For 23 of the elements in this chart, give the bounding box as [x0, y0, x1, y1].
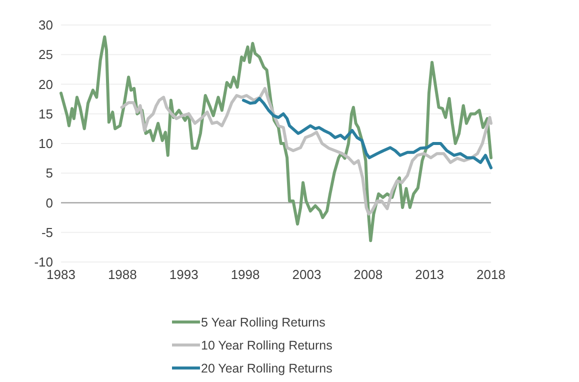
x-tick-label: 1983 — [46, 267, 76, 282]
legend-label: 20 Year Rolling Returns — [201, 361, 332, 376]
x-tick-label: 2008 — [354, 267, 383, 282]
x-tick-label: 2003 — [292, 267, 322, 282]
legend-label: 10 Year Rolling Returns — [201, 338, 332, 352]
line-series — [242, 96, 492, 170]
y-tick-label: 30 — [38, 18, 53, 33]
line-series — [60, 35, 492, 242]
y-tick-label: 25 — [38, 47, 53, 62]
x-tick-label: 2018 — [476, 267, 506, 282]
y-tick-label: 20 — [38, 76, 53, 92]
x-tick-label: 1988 — [108, 267, 137, 282]
y-tick-label: 15 — [38, 106, 53, 122]
y-tick-label: -5 — [41, 224, 53, 240]
y-tick-label: 0 — [46, 195, 53, 210]
x-tick-label: 1998 — [230, 267, 260, 282]
x-tick-label: 1993 — [169, 267, 198, 282]
legend-label: 5 Year Rolling Returns — [201, 315, 326, 330]
line-series — [120, 86, 492, 216]
y-tick-label: 5 — [46, 166, 53, 181]
y-tick-label: 10 — [38, 136, 53, 152]
x-tick-label: 2013 — [415, 267, 444, 282]
y-tick-label: -10 — [34, 254, 53, 270]
